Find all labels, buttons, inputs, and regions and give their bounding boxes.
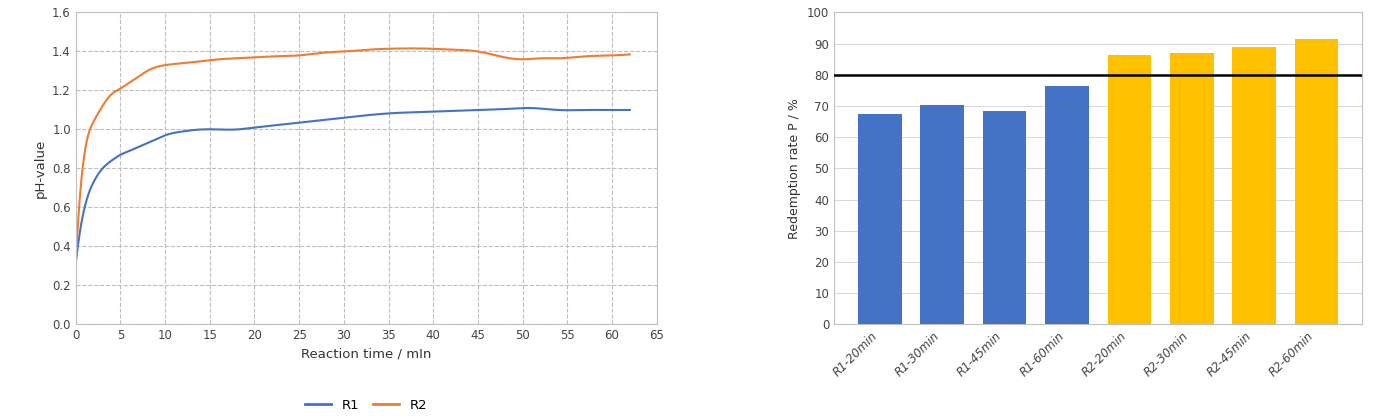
R1	[67, 262, 84, 267]
Y-axis label: Redemption rate P / %: Redemption rate P / %	[788, 98, 801, 239]
Line: R2: R2	[76, 48, 630, 264]
R2	[469, 49, 486, 54]
Bar	[859, 114, 901, 324]
R1	[416, 109, 432, 114]
R1	[471, 107, 487, 112]
R2	[248, 55, 264, 60]
R2	[133, 72, 150, 77]
R1	[520, 106, 537, 111]
Bar	[1170, 53, 1214, 324]
R2	[417, 46, 433, 51]
Bar	[1108, 54, 1152, 324]
Bar	[1046, 86, 1088, 324]
Legend: R1, R2: R1, R2	[300, 394, 432, 416]
R1	[286, 121, 303, 126]
Bar	[1233, 47, 1276, 324]
R2	[67, 262, 84, 267]
Bar	[982, 111, 1026, 324]
R1	[468, 108, 484, 113]
X-axis label: Reaction time / mIn: Reaction time / mIn	[301, 348, 431, 361]
R1	[248, 125, 264, 130]
R2	[403, 46, 420, 51]
R2	[472, 50, 488, 54]
Y-axis label: pH-value: pH-value	[33, 139, 47, 198]
R1	[622, 107, 638, 112]
R2	[286, 53, 303, 58]
R2	[622, 52, 638, 57]
Line: R1: R1	[76, 108, 630, 264]
R1	[133, 143, 150, 148]
Bar	[1295, 39, 1339, 324]
Bar	[921, 104, 965, 324]
